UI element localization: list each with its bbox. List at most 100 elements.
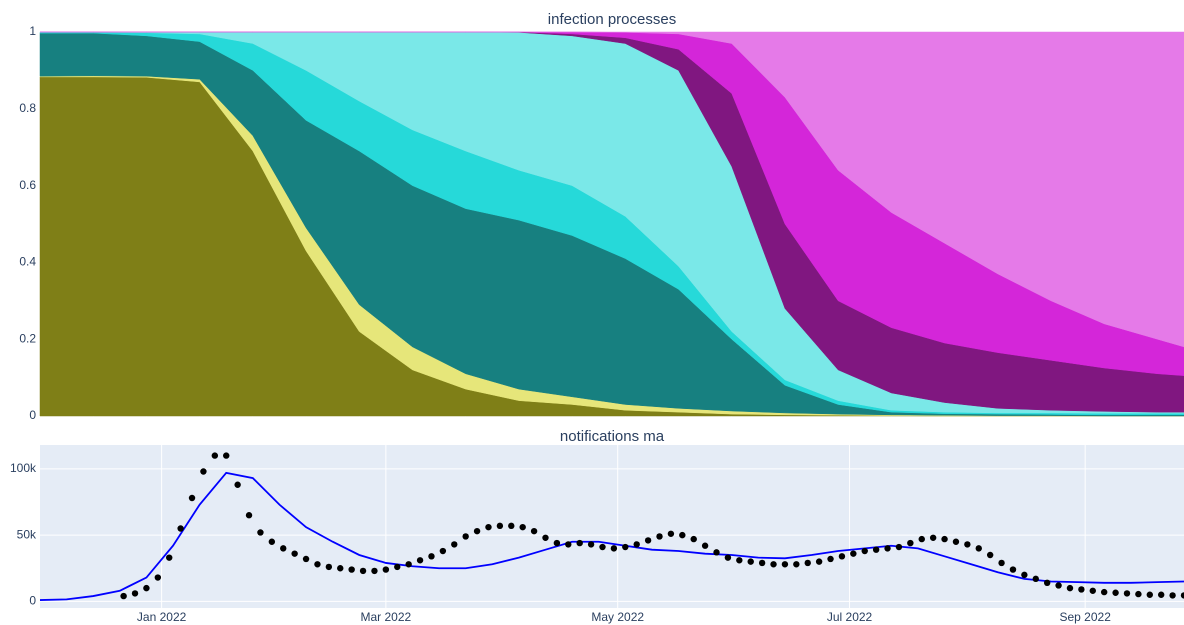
data-point [257, 529, 264, 536]
data-point [154, 574, 162, 581]
data-point [519, 523, 526, 531]
data-point [998, 559, 1005, 567]
data-point [473, 527, 481, 535]
data-point [1180, 592, 1184, 599]
data-point [610, 545, 618, 552]
x-tick-label: May 2022 [591, 610, 644, 624]
data-point [1021, 571, 1028, 579]
data-point [120, 592, 127, 600]
data-point [770, 561, 777, 568]
data-point [382, 566, 390, 573]
data-point [542, 534, 549, 541]
chart-title: notifications ma [560, 428, 665, 445]
y-tick-label: 0.4 [19, 255, 36, 269]
data-point [211, 452, 219, 459]
line [39, 471, 1184, 601]
data-point [166, 554, 173, 561]
data-point [599, 543, 606, 551]
data-point [143, 584, 150, 592]
data-point [508, 522, 515, 530]
data-point [918, 535, 925, 543]
data-point [633, 541, 640, 548]
data-point [622, 543, 629, 551]
chart-title: infection processes [548, 11, 676, 28]
data-point [462, 533, 469, 540]
data-point [485, 523, 492, 531]
data-point [1089, 587, 1096, 594]
data-point [439, 547, 447, 555]
data-point [416, 557, 424, 564]
data-point [587, 541, 595, 548]
data-point [747, 558, 754, 565]
data-point [975, 545, 982, 552]
data-point [200, 468, 207, 475]
x-tick-label: Mar 2022 [361, 610, 412, 624]
data-point [815, 558, 823, 565]
data-point [724, 554, 732, 561]
data-point [234, 481, 241, 488]
area [40, 31, 1184, 348]
data-point [1043, 579, 1051, 587]
data-point [496, 522, 504, 530]
data-point [861, 547, 868, 555]
data-point [314, 561, 321, 568]
data-point [1123, 590, 1131, 597]
data-point [268, 538, 276, 545]
data-point [1112, 589, 1119, 596]
data-point [964, 541, 971, 548]
x-tick-label: Sep 2022 [1059, 610, 1111, 624]
data-point [986, 551, 994, 559]
y-tick-label: 100k [10, 461, 37, 475]
data-point [428, 553, 435, 560]
data-point [223, 452, 230, 459]
data-point [701, 542, 709, 549]
data-point [530, 527, 538, 535]
data-point [1009, 566, 1017, 573]
data-point [348, 566, 355, 573]
data-point [667, 530, 675, 537]
data-point [827, 555, 834, 563]
y-tick-label: 0.8 [19, 101, 36, 115]
data-point [941, 535, 948, 543]
x-tick-label: Jan 2022 [137, 610, 187, 624]
data-point [1135, 590, 1142, 598]
data-point [713, 549, 720, 556]
data-point [405, 561, 412, 568]
data-point [929, 534, 937, 541]
data-point [907, 539, 914, 547]
y-tick-label: 0 [29, 408, 36, 422]
data-point [656, 533, 663, 540]
data-point [884, 545, 891, 552]
y-tick-label: 0.2 [19, 331, 36, 345]
data-point [644, 537, 652, 544]
data-point [679, 531, 686, 539]
y-tick-label: 0.6 [19, 178, 36, 192]
x-tick-label: Jul 2022 [827, 610, 873, 624]
data-point [1157, 591, 1165, 598]
data-point [1078, 586, 1085, 593]
data-point [565, 541, 572, 548]
data-point [302, 555, 310, 563]
data-point [1055, 582, 1062, 589]
data-point [781, 561, 789, 568]
data-point [131, 590, 139, 597]
data-point [690, 535, 697, 543]
data-point [1066, 584, 1074, 592]
data-point [188, 494, 196, 502]
data-point [1169, 592, 1176, 599]
data-point [291, 550, 298, 557]
data-point [576, 539, 583, 547]
data-point [451, 541, 458, 548]
data-point [736, 557, 743, 564]
data-point [758, 559, 766, 567]
data-point [245, 512, 253, 519]
data-point [1032, 575, 1039, 583]
data-point [1100, 588, 1108, 596]
y-tick-label: 0 [29, 594, 36, 608]
data-point [804, 559, 811, 567]
data-point [850, 550, 857, 557]
data-point [872, 546, 880, 553]
plot-background [40, 445, 1184, 608]
